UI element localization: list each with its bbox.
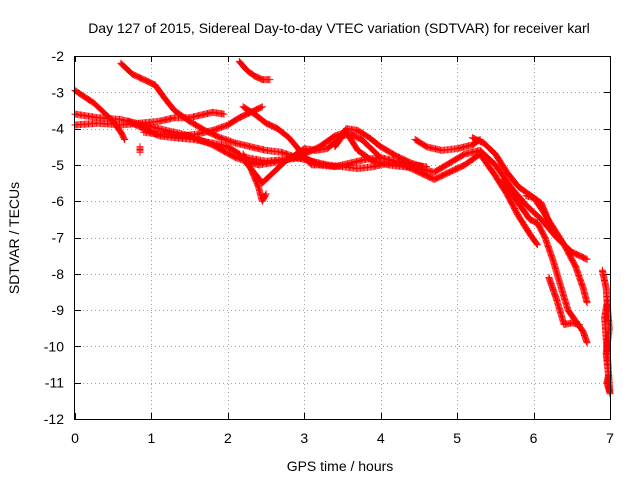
y-tick-label: -9 xyxy=(52,302,65,318)
data-points xyxy=(71,57,614,398)
x-tick-label: 2 xyxy=(224,430,232,446)
plus-markers xyxy=(235,57,274,84)
x-axis-label: GPS time / hours xyxy=(287,458,394,474)
series-track-15 xyxy=(522,192,553,227)
series-track-16 xyxy=(545,273,583,329)
series-track-11 xyxy=(331,130,385,162)
x-tick-label: 5 xyxy=(453,430,461,446)
plus-markers xyxy=(243,154,431,171)
plus-markers xyxy=(331,130,385,162)
x-tick-label: 3 xyxy=(300,430,308,446)
y-tick-label: -3 xyxy=(52,84,65,100)
plus-markers xyxy=(117,59,541,249)
plus-markers xyxy=(522,192,553,227)
series-track-18 xyxy=(136,143,144,156)
series-track-8 xyxy=(235,57,274,84)
y-tick-label: -8 xyxy=(52,266,65,282)
x-tick-label: 1 xyxy=(148,430,156,446)
series-track-9 xyxy=(239,150,270,205)
y-tick-label: -12 xyxy=(44,411,64,427)
y-axis-label: SDTVAR / TECUs xyxy=(6,182,22,294)
y-tick-label: -10 xyxy=(44,338,64,354)
plot-frame xyxy=(74,56,611,420)
series-track-10 xyxy=(243,154,431,171)
y-tick-label: -6 xyxy=(52,193,65,209)
plus-markers xyxy=(411,136,484,154)
plus-markers xyxy=(239,150,270,205)
x-tick-label: 6 xyxy=(530,430,538,446)
y-tick-label: -2 xyxy=(52,48,65,64)
x-tick-label: 4 xyxy=(377,430,385,446)
y-tick-label: -11 xyxy=(45,375,64,391)
x-tick-labels: 0 1 2 3 4 5 6 7 xyxy=(71,430,614,446)
plus-markers xyxy=(545,273,583,329)
y-tick-label: -4 xyxy=(52,121,65,137)
series-track-17 xyxy=(598,266,614,398)
series-track-12 xyxy=(411,136,484,154)
x-tick-label: 7 xyxy=(606,430,614,446)
x-tick-label: 0 xyxy=(71,430,79,446)
plus-markers xyxy=(598,266,614,398)
y-tick-labels: -2 -3 -4 -5 -6 -7 -8 -9 -10 -11 -12 xyxy=(44,48,64,427)
y-tick-label: -5 xyxy=(52,157,65,173)
chart-title: Day 127 of 2015, Sidereal Day-to-day VTE… xyxy=(88,20,590,36)
y-tick-label: -7 xyxy=(52,230,65,246)
series-track-3 xyxy=(117,59,541,249)
plus-markers xyxy=(136,143,144,156)
